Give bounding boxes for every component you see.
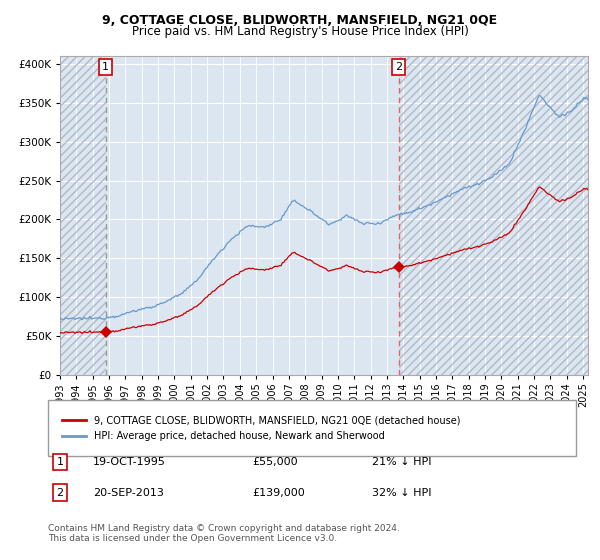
Text: Price paid vs. HM Land Registry's House Price Index (HPI): Price paid vs. HM Land Registry's House … (131, 25, 469, 38)
Text: Contains HM Land Registry data © Crown copyright and database right 2024.
This d: Contains HM Land Registry data © Crown c… (48, 524, 400, 543)
Text: 32% ↓ HPI: 32% ↓ HPI (372, 488, 431, 498)
Bar (398, 56, 588, 375)
Text: 2: 2 (395, 62, 402, 72)
Text: £55,000: £55,000 (252, 457, 298, 467)
Text: 20-SEP-2013: 20-SEP-2013 (93, 488, 164, 498)
Bar (60, 56, 106, 375)
Text: 2: 2 (56, 488, 64, 498)
Text: 9, COTTAGE CLOSE, BLIDWORTH, MANSFIELD, NG21 0QE: 9, COTTAGE CLOSE, BLIDWORTH, MANSFIELD, … (103, 14, 497, 27)
Legend: 9, COTTAGE CLOSE, BLIDWORTH, MANSFIELD, NG21 0QE (detached house), HPI: Average : 9, COTTAGE CLOSE, BLIDWORTH, MANSFIELD, … (58, 412, 464, 445)
Text: 1: 1 (102, 62, 109, 72)
Text: 1: 1 (56, 457, 64, 467)
Text: £139,000: £139,000 (252, 488, 305, 498)
FancyBboxPatch shape (48, 400, 576, 456)
Text: 21% ↓ HPI: 21% ↓ HPI (372, 457, 431, 467)
Text: 19-OCT-1995: 19-OCT-1995 (93, 457, 166, 467)
